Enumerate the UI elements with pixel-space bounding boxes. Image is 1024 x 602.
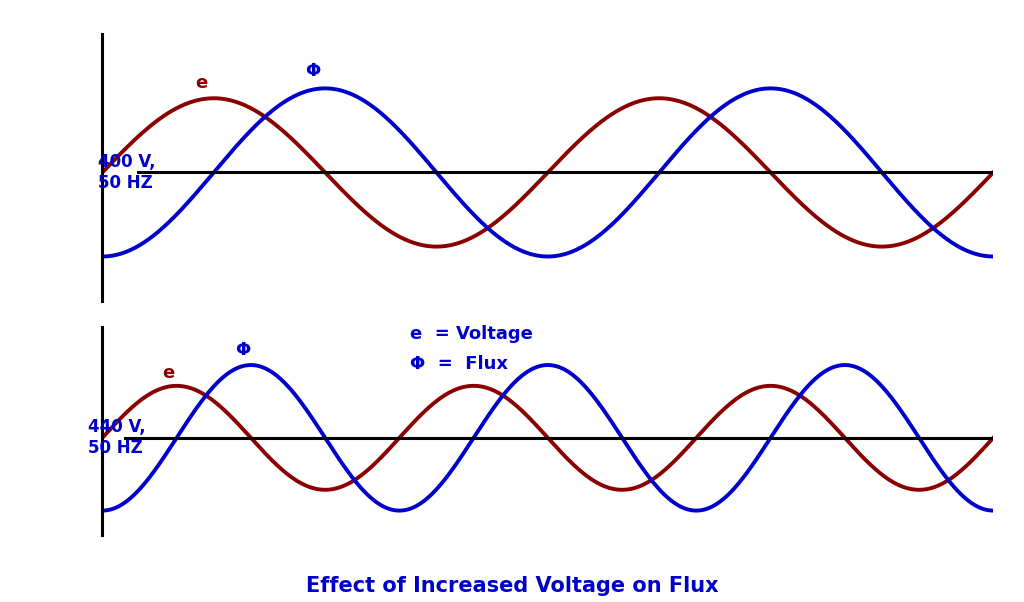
Text: Φ  =  Flux: Φ = Flux (410, 355, 508, 373)
Text: Φ: Φ (305, 63, 321, 81)
Text: e  = Voltage: e = Voltage (410, 325, 532, 343)
Text: e: e (163, 364, 175, 382)
Text: 400 V,
50 HZ: 400 V, 50 HZ (98, 153, 156, 192)
Text: Φ: Φ (236, 341, 251, 359)
Text: 440 V,
50 HZ: 440 V, 50 HZ (88, 418, 145, 457)
Text: e: e (196, 75, 208, 92)
Text: Effect of Increased Voltage on Flux: Effect of Increased Voltage on Flux (306, 576, 718, 596)
